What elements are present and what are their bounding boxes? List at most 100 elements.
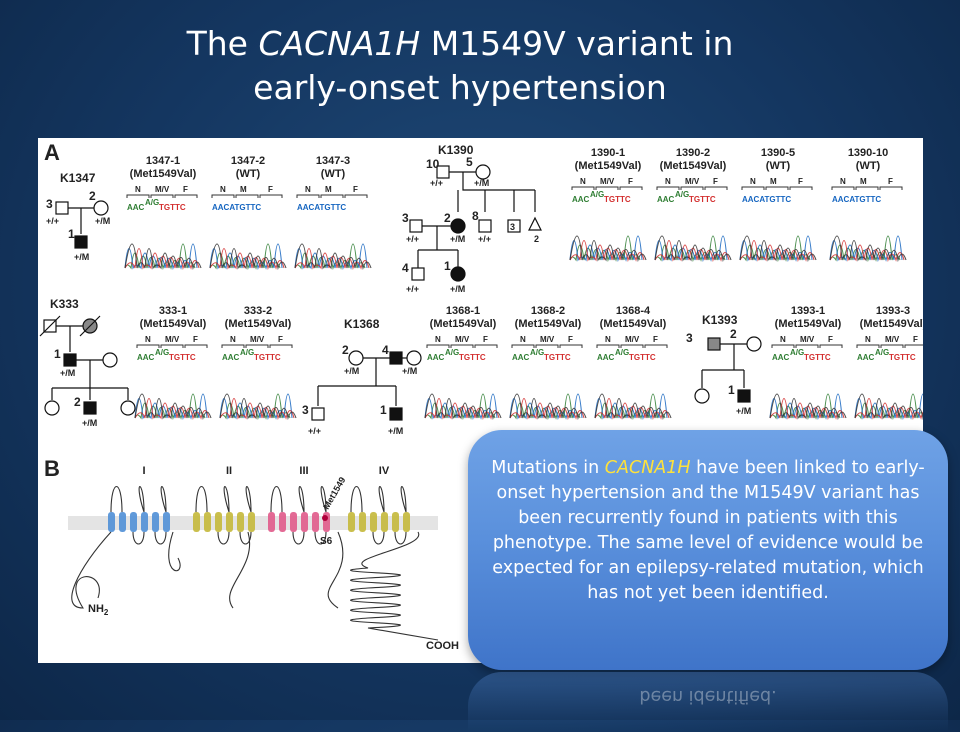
seq-wt: AACATGTTC <box>742 195 791 204</box>
track-label: 1368-1 <box>446 305 480 317</box>
pedigree-number: 2 <box>534 234 539 244</box>
pedigree-number: 5 <box>466 155 473 169</box>
codon-f: F <box>798 177 803 186</box>
track-genotype: (Met1549Val) <box>225 318 292 330</box>
codon-n: N <box>780 335 786 344</box>
domain-label: IV <box>379 465 390 477</box>
codon-f: F <box>353 185 358 194</box>
pedigree-number: 2 <box>342 343 349 357</box>
transmembrane-segment <box>108 512 115 532</box>
pedigree-unknown <box>528 216 542 231</box>
genotype-label: +/+ <box>406 234 419 244</box>
codon-mv: M/V <box>165 335 180 344</box>
nh2-label: NH2 <box>88 603 109 617</box>
codon-brackets <box>511 344 583 348</box>
chromatogram-trace <box>424 393 502 421</box>
transmembrane-segment <box>392 512 399 532</box>
c-terminus <box>350 531 439 641</box>
pedigree-number: 1 <box>728 383 735 397</box>
pedigree-line <box>449 171 535 191</box>
title-pre: The <box>186 24 259 63</box>
codon-n: N <box>865 335 871 344</box>
codon-brackets <box>211 194 283 198</box>
codon-mv: M/V <box>155 185 170 194</box>
track-label: 1390-1 <box>591 147 625 159</box>
pedigree-k1368: K1368 2 4 +/M +/M 3 1 +/+ +/M <box>302 317 422 436</box>
track-label: 1368-2 <box>531 305 565 317</box>
seq-het: A/G <box>145 198 159 207</box>
track-genotype: (WT) <box>856 160 881 172</box>
seq-het: A/G <box>590 190 604 199</box>
codon-f: F <box>568 335 573 344</box>
track-genotype: (Met1549Val) <box>130 168 197 180</box>
pedigree-female <box>120 400 136 416</box>
codon-brackets <box>656 186 728 190</box>
track-genotype: (Met1549Val) <box>515 318 582 330</box>
codon-mv: M/V <box>540 335 555 344</box>
transmembrane-segment <box>204 512 211 532</box>
codon-brackets <box>571 186 643 190</box>
pedigree-female <box>348 350 364 366</box>
codon-n: N <box>580 177 586 186</box>
genotype-label: +/M <box>74 252 89 262</box>
pedigree-number: 3 <box>302 403 309 417</box>
codon-f: F <box>653 335 658 344</box>
transmembrane-segment <box>381 512 388 532</box>
pedigree-k1393: K1393 3 2 1+/M <box>686 313 762 416</box>
codon-f: F <box>268 185 273 194</box>
pedigree-number: 4 <box>382 343 389 357</box>
pedigree-male <box>409 219 423 233</box>
pedigree-k1347: K1347 3 2 +/+ +/M 1 +/M <box>46 171 110 262</box>
codon-brackets <box>296 194 368 198</box>
pedigree-male <box>507 219 521 233</box>
seq-pre: AAC <box>137 353 155 362</box>
seq-post: TGTTC <box>169 353 196 362</box>
seq-het: A/G <box>445 348 459 357</box>
pedigree-female <box>450 218 466 234</box>
s6-label: S6 <box>320 536 333 547</box>
transmembrane-segment <box>279 512 286 532</box>
sequence-track: 1347-2(WT) N M F AACATGTTC <box>209 155 287 271</box>
transmembrane-segment <box>152 512 159 532</box>
pedigree-female <box>44 400 60 416</box>
codon-mv: M/V <box>250 335 265 344</box>
genotype-label: +/+ <box>46 216 59 226</box>
transmembrane-segment <box>119 512 126 532</box>
codon-mv: M/V <box>455 335 470 344</box>
transmembrane-segment <box>359 512 366 532</box>
callout-post: have been linked to early-onset hyperten… <box>492 458 925 603</box>
figure-svg: A B 1347-1(Met1549Val)N M/V FAACA/GTGTTC13… <box>39 140 923 652</box>
track-genotype: (WT) <box>766 160 791 172</box>
codon-brackets <box>831 186 903 190</box>
pedigree-male <box>737 389 751 403</box>
seq-wt: AACATGTTC <box>212 203 261 212</box>
transmembrane-segment <box>348 512 355 532</box>
seq-post: TGTTC <box>804 353 831 362</box>
domain-label: III <box>299 465 308 477</box>
pedigree-number: 2 <box>730 327 737 341</box>
transmembrane-segment <box>248 512 255 532</box>
codon-brackets <box>856 344 923 348</box>
chromatogram-trace <box>654 235 732 263</box>
seq-pre: AAC <box>657 195 675 204</box>
track-genotype: (Met1549Val) <box>775 318 842 330</box>
panel-b-label: B <box>44 456 60 481</box>
codon-n: N <box>840 177 846 186</box>
codon-mv: M <box>860 177 867 186</box>
codon-f: F <box>888 177 893 186</box>
sequence-track: 1390-5(WT) N M F AACATGTTC <box>739 147 817 263</box>
sequence-track: 1347-3(WT) N M F AACATGTTC <box>294 155 372 271</box>
codon-brackets <box>771 344 843 348</box>
track-label: 1393-1 <box>791 305 825 317</box>
pedigree-number: 3 <box>510 222 515 232</box>
seq-pre: AAC <box>127 203 145 212</box>
pedigree-female <box>93 200 109 216</box>
codon-n: N <box>145 335 151 344</box>
pedigree-line <box>51 359 129 400</box>
seq-het: A/G <box>675 190 689 199</box>
